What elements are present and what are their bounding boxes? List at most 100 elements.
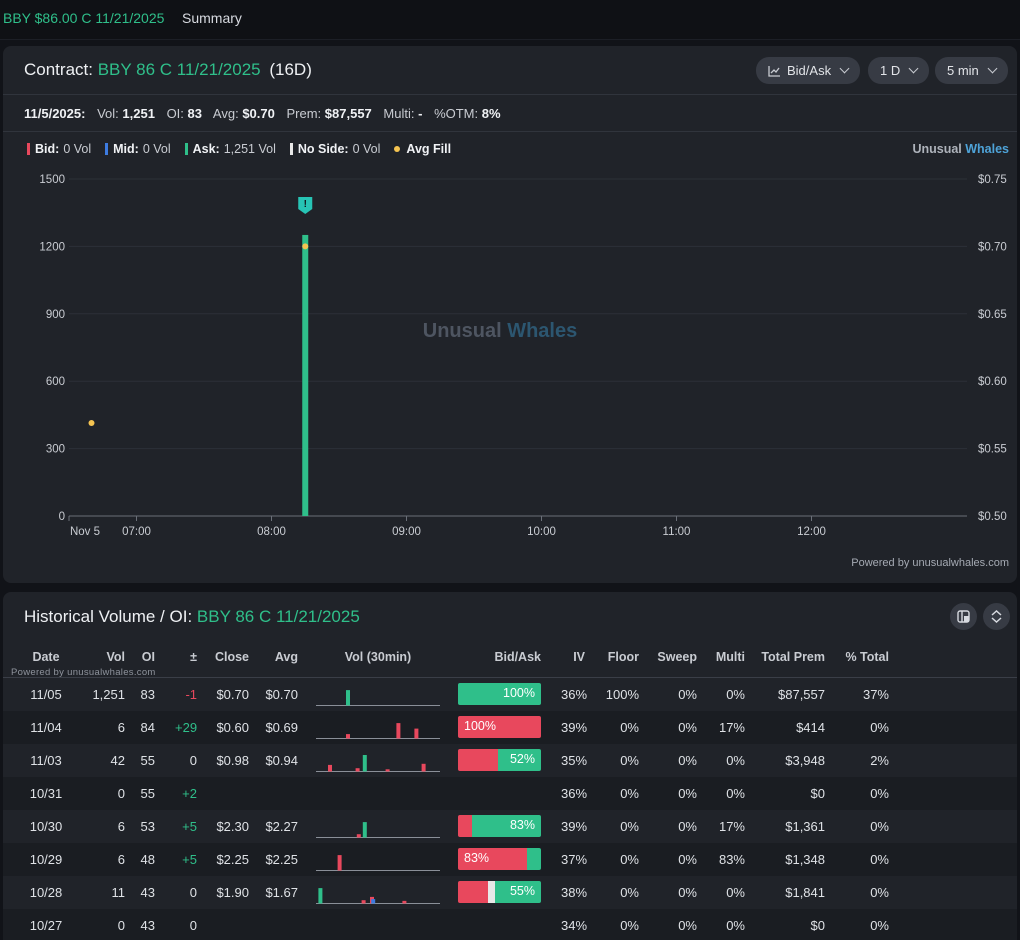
interval-dropdown[interactable]: 5 min <box>935 57 1008 84</box>
bid-ask-bar[interactable]: 52% <box>458 749 541 771</box>
tab-summary[interactable]: Summary <box>182 10 242 26</box>
cell-sweep: 0% <box>678 753 697 768</box>
column-header[interactable]: % Total <box>845 650 889 664</box>
cell-prem: $0 <box>810 918 825 933</box>
powered-by[interactable]: Powered by unusualwhales.com <box>851 557 1009 569</box>
cell-date: 10/29 <box>29 852 63 867</box>
columns-button[interactable] <box>950 603 977 630</box>
chart-type-dropdown[interactable]: Bid/Ask <box>756 57 861 84</box>
y-right-tick: $0.60 <box>978 376 1007 388</box>
bid-ask-bar[interactable]: 100% <box>458 716 541 738</box>
bid-ask-bar[interactable]: 55% <box>458 881 541 903</box>
vol-sparkline <box>316 723 440 739</box>
y-right-tick: $0.75 <box>978 174 1007 186</box>
table-row[interactable]: 10/27 0 43 0 34% 0% 0% 0% $0 0% <box>3 909 1017 940</box>
bid-ask-bar[interactable]: 83% <box>458 815 541 837</box>
column-header[interactable]: IV <box>573 650 585 664</box>
bid-ask-bar[interactable]: 100% <box>458 683 541 705</box>
column-header[interactable]: Date <box>32 650 60 664</box>
avg-fill-point[interactable] <box>88 419 95 426</box>
cell-sweep: 0% <box>678 786 697 801</box>
stats-otm: 8% <box>481 106 501 121</box>
bid-ask-label: 100% <box>503 686 535 700</box>
stats-vol: 1,251 <box>122 106 155 121</box>
cell-vol: 11 <box>111 885 126 900</box>
sparkline-bar <box>414 728 419 739</box>
cell-multi: 0% <box>726 786 745 801</box>
column-header[interactable]: Vol (30min) <box>344 650 412 664</box>
cell-prem: $0 <box>810 786 825 801</box>
chevron-down-icon <box>839 63 850 74</box>
avg-fill-point[interactable] <box>302 243 309 250</box>
column-header[interactable]: Multi <box>715 650 745 664</box>
cell-oi: 84 <box>140 720 155 735</box>
cell-date: 10/27 <box>29 918 63 933</box>
watermark: Unusual Whales <box>423 320 577 342</box>
table-row[interactable]: 11/03 42 55 0 $0.98 $0.94 35% 0% 0% 0% $3,948 2% 52% <box>3 744 1017 777</box>
powered-by-small: Powered by unusualwhales.com <box>11 667 156 678</box>
legend-ask[interactable]: Ask: 1,251 Vol <box>184 142 276 156</box>
line-chart-icon <box>768 65 780 77</box>
cell-multi: 0% <box>726 918 745 933</box>
sparkline-bar <box>361 900 366 904</box>
cell-date: 10/30 <box>29 819 63 834</box>
legend-mid[interactable]: Mid: 0 Vol <box>105 142 171 156</box>
y-right-tick: $0.55 <box>978 444 1007 456</box>
column-header[interactable]: Floor <box>607 650 639 664</box>
column-header[interactable]: Total Prem <box>761 650 825 664</box>
sparkline-bar <box>396 723 401 739</box>
bid-ask-label: 100% <box>464 719 496 733</box>
cell-sweep: 0% <box>678 687 697 702</box>
ticker-breadcrumb[interactable]: BBY $86.00 C 11/21/2025 <box>3 10 165 26</box>
cell-chg: +5 <box>182 819 197 834</box>
y-right-tick: $0.50 <box>978 511 1007 523</box>
x-tick-label: Nov 5 <box>70 526 100 538</box>
column-header[interactable]: OI <box>141 650 155 664</box>
bid-ask-label: 55% <box>509 884 535 898</box>
y-right-tick: $0.65 <box>978 309 1007 321</box>
cell-close: $0.98 <box>216 753 249 768</box>
column-header[interactable]: Vol <box>106 650 125 664</box>
stats-multi: - <box>418 106 423 121</box>
table-row[interactable]: 10/29 6 48 +5 $2.25 $2.25 37% 0% 0% 83% $1,348 0% 83… <box>3 843 1017 876</box>
cell-vol: 1,251 <box>92 687 125 702</box>
column-header[interactable]: Close <box>214 650 249 664</box>
cell-floor: 0% <box>620 852 639 867</box>
sparkline-bar <box>346 734 350 739</box>
table-row[interactable]: 11/04 6 84 +29 $0.60 $0.69 39% 0% 0% 17% $414 0% 100… <box>3 711 1017 744</box>
contract-label: Contract: <box>24 60 93 79</box>
range-label: 1 D <box>880 63 901 78</box>
table-row[interactable]: 10/30 6 53 +5 $2.30 $2.27 39% 0% 0% 17% $1,361 0% 83… <box>3 810 1017 843</box>
volume-bar[interactable] <box>302 234 309 516</box>
bid-ask-bar[interactable]: 83% <box>458 848 541 870</box>
sparkline-bar <box>346 690 350 706</box>
expand-button[interactable] <box>983 603 1010 630</box>
legend-no-side[interactable]: No Side: 0 Vol <box>289 142 380 156</box>
range-dropdown[interactable]: 1 D <box>868 57 930 84</box>
column-header[interactable]: Bid/Ask <box>494 650 541 664</box>
column-header[interactable]: Sweep <box>657 650 697 664</box>
cell-floor: 0% <box>620 753 639 768</box>
column-header[interactable]: Avg <box>274 650 298 664</box>
legend-bid[interactable]: Bid: 0 Vol <box>27 142 91 156</box>
cell-chg: +2 <box>182 786 197 801</box>
bid-ask-segment-noside <box>487 881 496 903</box>
cell-prem: $414 <box>796 720 825 735</box>
table-row[interactable]: 11/05 1,251 83 -1 $0.70 $0.70 36% 100% 0% 0% $87,5… <box>3 678 1017 711</box>
legend-avg-fill[interactable]: Avg Fill <box>394 142 455 156</box>
table-row[interactable]: 10/31 0 55 +2 36% 0% 0% 0% $0 0% <box>3 777 1017 810</box>
brand-logo: Unusual Whales <box>912 142 1009 156</box>
column-header[interactable]: ± <box>190 650 197 664</box>
cell-vol: 0 <box>117 918 125 933</box>
y-right-tick: $0.70 <box>978 241 1007 253</box>
y-left-tick: 0 <box>59 511 65 523</box>
vol-sparkline <box>316 855 440 871</box>
table-row[interactable]: 10/28 11 43 0 $1.90 $1.67 38% 0% 0% 0% $1,841 0% 55% <box>3 876 1017 909</box>
alert-flag-icon[interactable]: ! <box>298 196 313 214</box>
y-left-tick: 600 <box>46 376 65 388</box>
contract-title: Contract: BBY 86 C 11/21/2025 (16D) <box>24 60 312 80</box>
chevron-down-icon <box>987 63 998 74</box>
bid-ask-segment-bid <box>458 848 527 870</box>
divider <box>3 131 1017 132</box>
cell-multi: 0% <box>726 885 745 900</box>
